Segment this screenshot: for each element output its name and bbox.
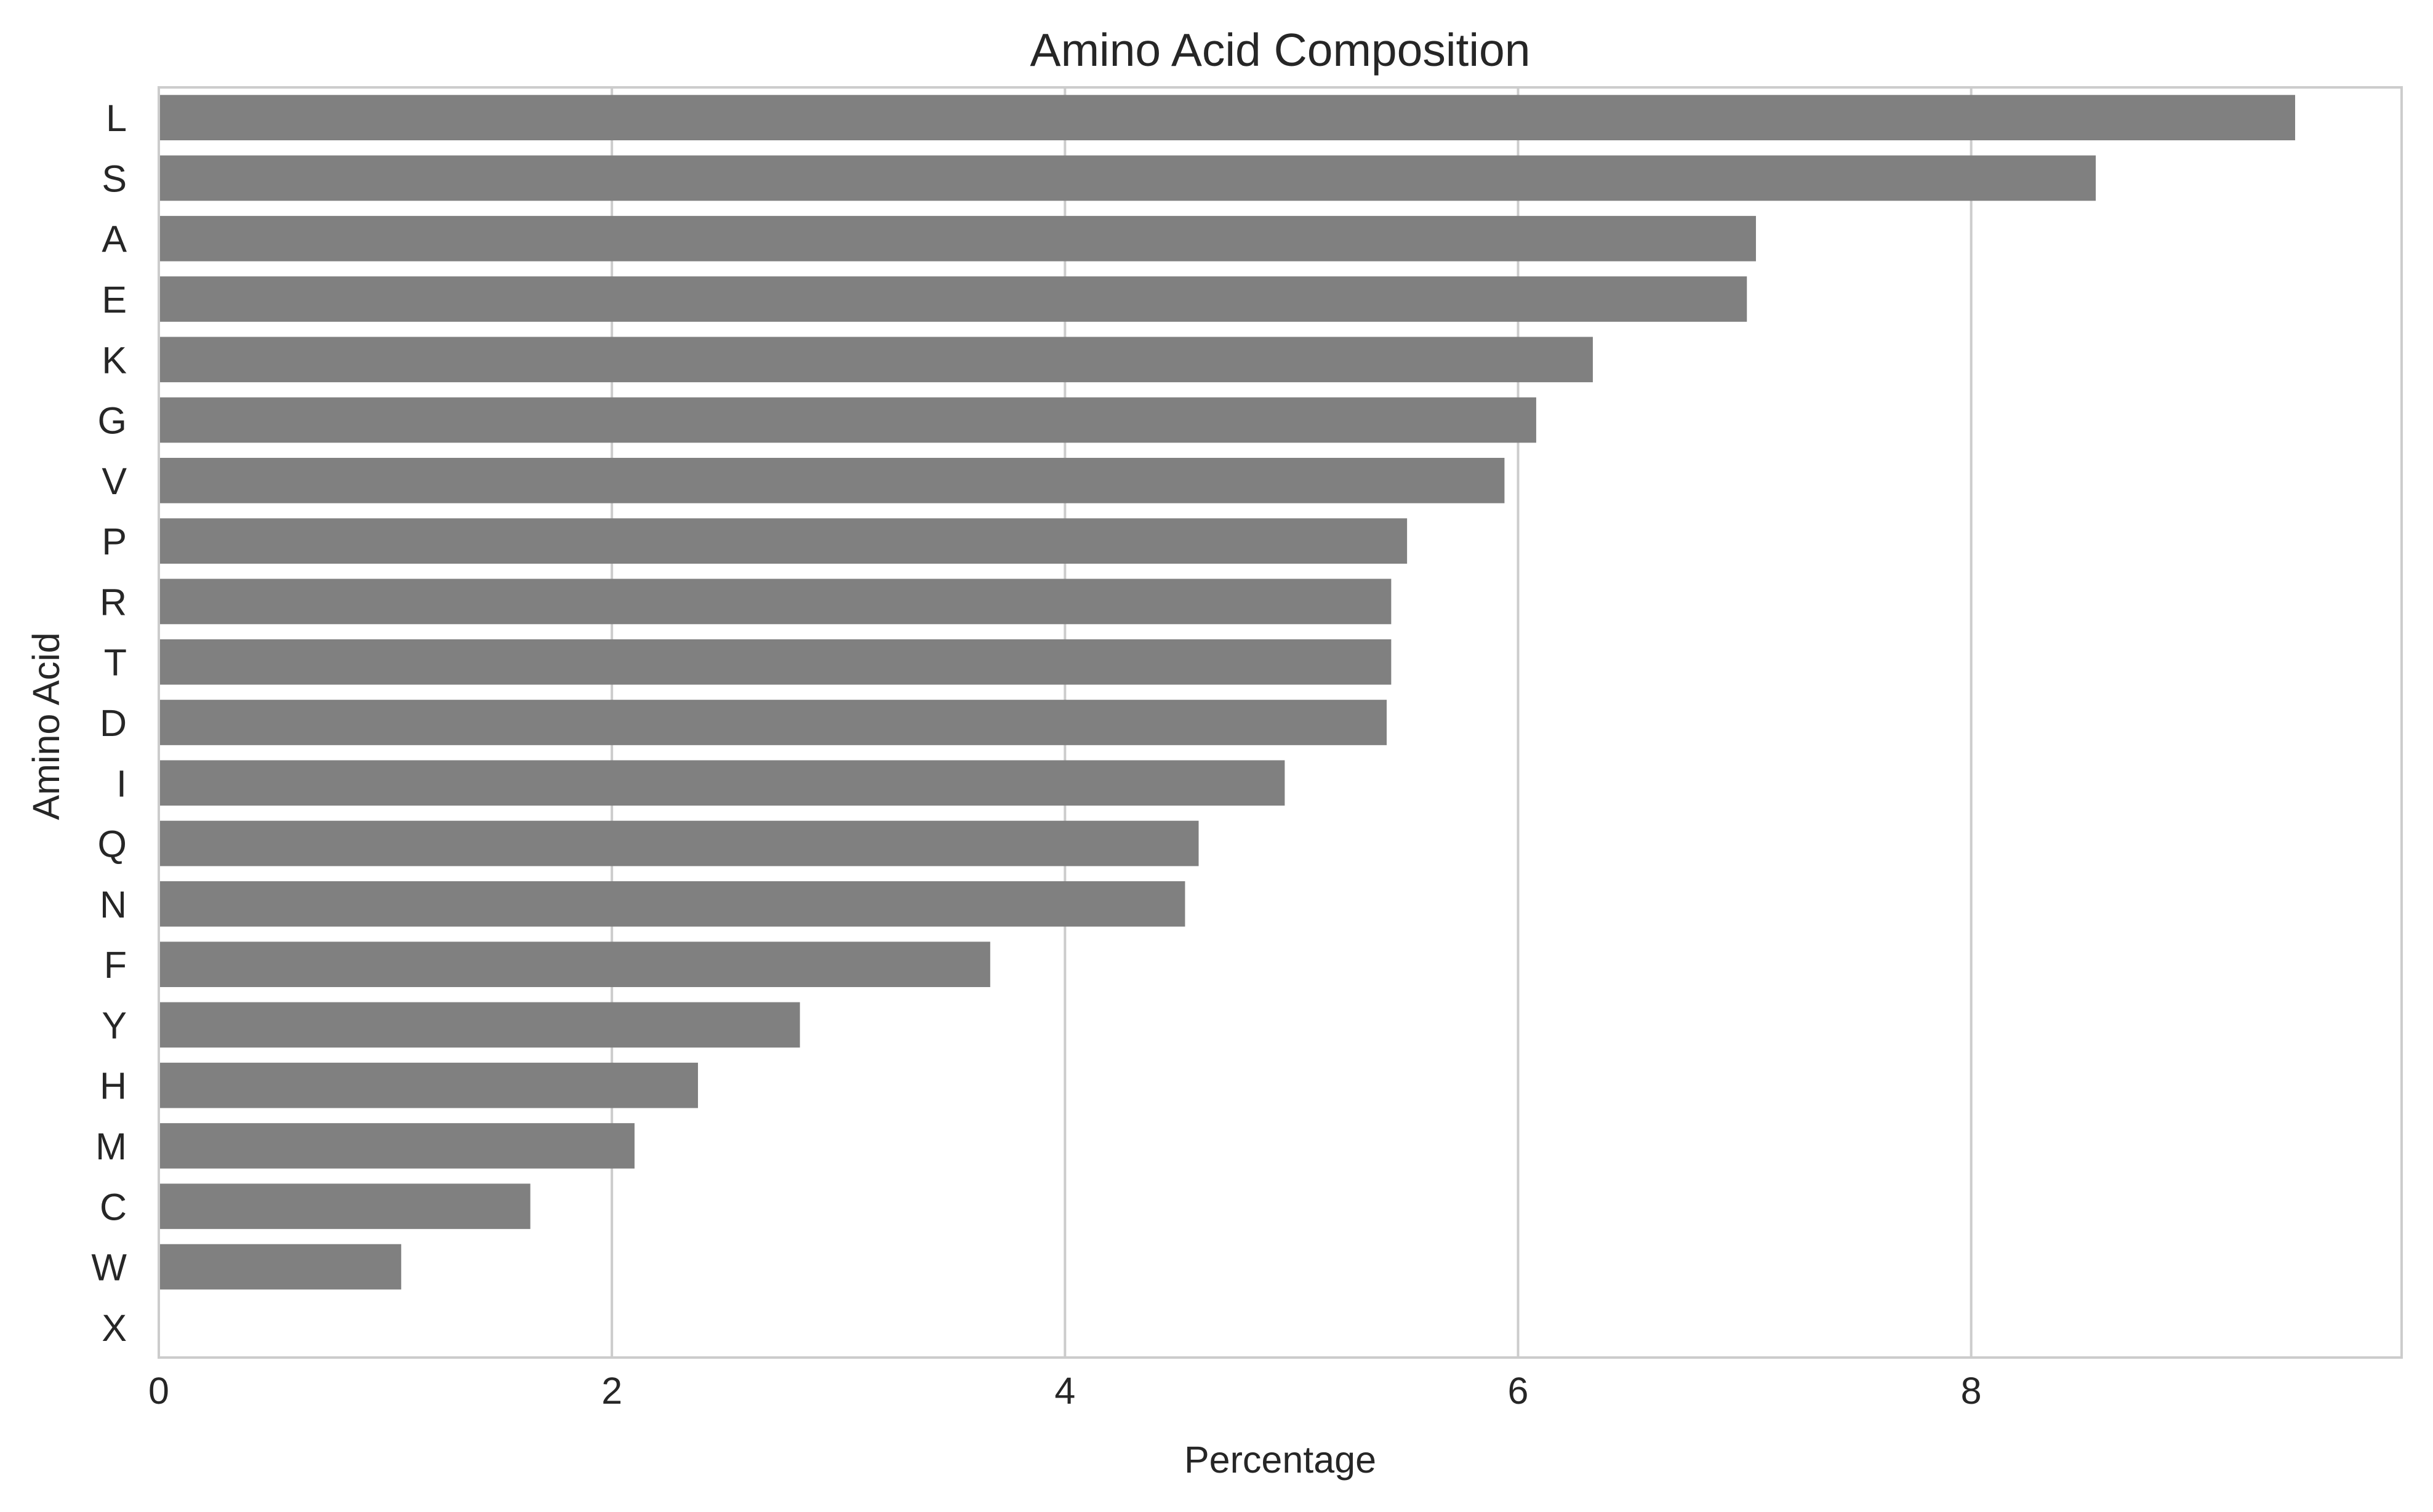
bar-K [159,337,1593,383]
bar-N [159,881,1185,927]
bar-Q [159,820,1199,866]
y-tick-label: R [100,581,127,623]
x-tick-label: 2 [601,1370,622,1412]
bar-W [159,1244,401,1290]
bar-R [159,578,1392,625]
x-tick-label: 0 [148,1370,169,1412]
bar-D [159,700,1387,745]
bar-A [159,215,1756,262]
x-axis-label: Percentage [1184,1439,1376,1481]
bar-Y [159,1002,800,1048]
bar-G [159,397,1536,443]
y-tick-label: L [106,97,127,139]
bar-C [159,1183,531,1230]
y-tick-label: X [102,1307,127,1349]
bar-S [159,155,2096,201]
bar-V [159,458,1505,503]
y-tick-label: F [104,944,127,986]
y-tick-label: N [100,884,127,926]
bar-T [159,639,1392,685]
y-tick-label: C [100,1186,127,1228]
y-tick-label: K [102,339,127,381]
bar-L [159,95,2296,140]
y-tick-label: I [116,762,127,804]
y-tick-label: E [102,279,127,321]
y-tick-label: V [102,460,127,502]
y-tick-label: S [102,158,127,199]
chart-title: Amino Acid Composition [1030,24,1531,76]
y-tick-label: G [98,400,127,442]
y-tick-label: Y [102,1004,127,1046]
bar-I [159,760,1285,806]
y-axis-label: Amino Acid [25,632,67,820]
x-tick-label: 6 [1508,1370,1529,1412]
y-tick-label: W [91,1247,127,1289]
plot-frame [158,86,2403,1359]
y-tick-label: A [102,218,127,260]
bar-M [159,1123,635,1169]
x-tick-label: 4 [1054,1370,1075,1412]
y-tick-label: T [104,642,127,684]
y-tick-label: H [100,1065,127,1107]
bar-F [159,942,990,987]
bar-H [159,1062,699,1108]
x-tick-labels: 0 2 4 6 8 [148,1370,1982,1412]
y-tick-label: Q [98,823,127,865]
y-tick-label: M [95,1126,127,1167]
bars [159,95,2296,1290]
x-tick-label: 8 [1961,1370,1982,1412]
bar-P [159,518,1408,564]
y-tick-label: D [100,702,127,744]
y-tick-label: P [102,521,127,562]
bar-E [159,276,1747,322]
